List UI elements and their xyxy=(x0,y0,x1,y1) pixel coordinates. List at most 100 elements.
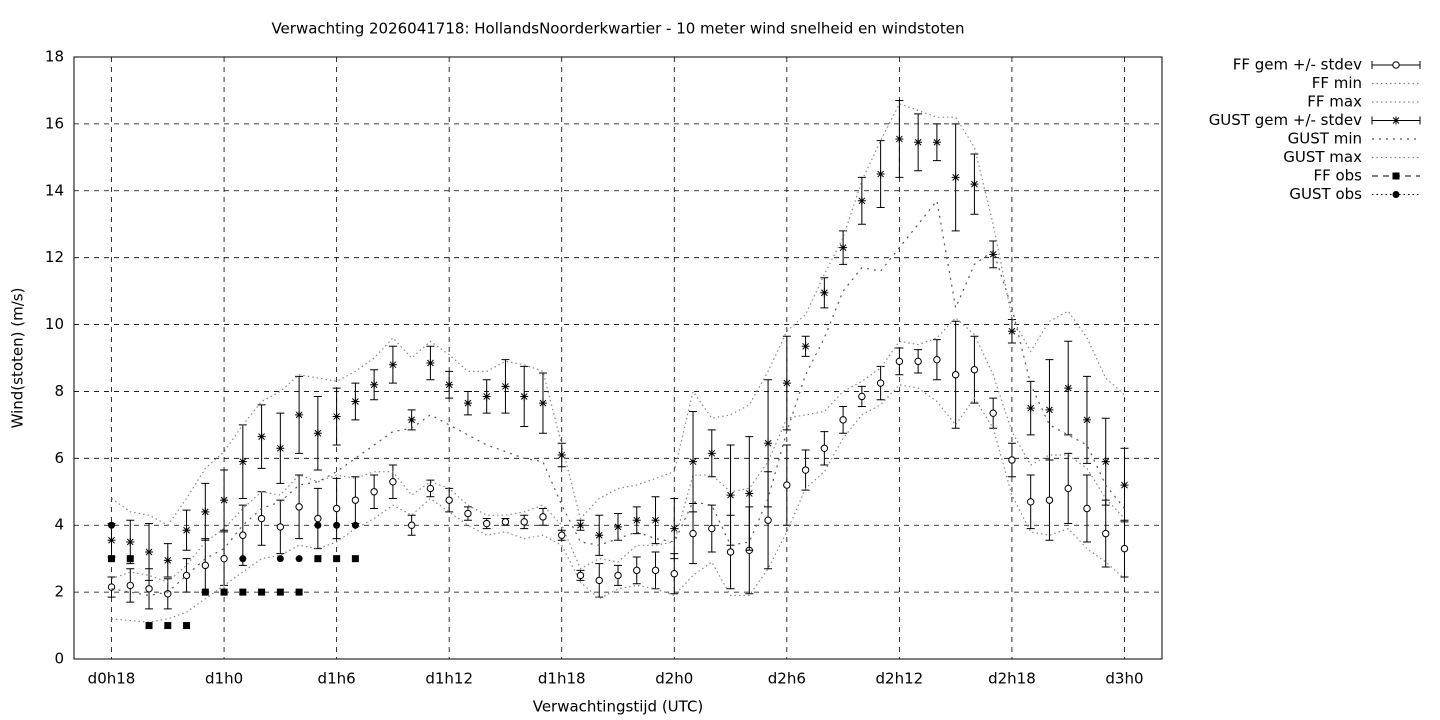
marker xyxy=(370,380,379,389)
marker xyxy=(107,536,116,545)
marker xyxy=(258,588,266,596)
marker xyxy=(539,513,547,521)
marker xyxy=(220,496,229,505)
legend-label: GUST max xyxy=(1283,148,1362,166)
marker xyxy=(876,379,885,387)
marker xyxy=(520,518,528,526)
marker xyxy=(933,355,941,364)
marker xyxy=(182,526,191,535)
marker xyxy=(445,496,453,504)
marker xyxy=(726,548,735,556)
marker xyxy=(1064,484,1072,493)
marker xyxy=(801,466,810,474)
marker xyxy=(914,138,923,147)
x-tick-label: d1h18 xyxy=(538,670,586,688)
marker xyxy=(313,429,322,438)
marker xyxy=(276,588,284,596)
line xyxy=(111,199,1125,597)
marker xyxy=(220,554,228,563)
y-tick-label: 2 xyxy=(54,583,64,601)
marker xyxy=(332,504,341,513)
marker xyxy=(1045,496,1054,504)
marker xyxy=(1392,116,1400,125)
marker xyxy=(764,439,773,448)
marker xyxy=(1026,498,1035,506)
marker xyxy=(670,570,678,578)
y-tick-label: 10 xyxy=(45,315,64,333)
marker xyxy=(220,588,228,596)
x-tick-label: d3h0 xyxy=(1105,670,1143,688)
marker xyxy=(1120,544,1129,553)
marker xyxy=(333,521,341,529)
line xyxy=(111,384,1125,623)
legend-label: FF gem +/- stdev xyxy=(1233,56,1362,74)
x-tick-label: d2h18 xyxy=(988,670,1036,688)
marker xyxy=(595,576,603,585)
marker xyxy=(183,622,191,630)
marker xyxy=(351,521,359,529)
marker xyxy=(1064,384,1073,393)
marker xyxy=(801,342,810,351)
x-tick-label: d1h12 xyxy=(425,670,473,688)
marker xyxy=(351,555,359,563)
marker xyxy=(1392,191,1400,198)
marker xyxy=(239,555,247,563)
legend-label: FF min xyxy=(1312,74,1362,92)
line xyxy=(111,103,1125,527)
marker xyxy=(388,360,397,369)
marker xyxy=(1392,172,1400,180)
legend-label: FF max xyxy=(1307,93,1362,111)
marker xyxy=(745,489,754,498)
marker xyxy=(126,555,134,563)
marker xyxy=(839,416,847,424)
marker xyxy=(426,484,435,493)
marker xyxy=(482,392,491,401)
marker xyxy=(164,590,172,598)
y-tick-label: 18 xyxy=(45,48,64,66)
marker xyxy=(1082,415,1091,424)
marker xyxy=(857,196,866,205)
marker xyxy=(201,507,210,516)
x-tick-label: d2h6 xyxy=(768,670,806,688)
marker xyxy=(239,531,247,539)
marker xyxy=(333,555,341,563)
marker xyxy=(895,357,904,366)
line xyxy=(111,317,1125,583)
marker xyxy=(726,491,735,500)
marker xyxy=(970,366,979,374)
marker xyxy=(1102,529,1110,538)
marker xyxy=(1026,404,1035,413)
marker xyxy=(783,481,791,489)
marker xyxy=(520,392,529,401)
marker xyxy=(463,399,472,408)
marker xyxy=(557,450,566,459)
marker xyxy=(989,409,997,417)
x-tick-label: d2h12 xyxy=(876,670,924,688)
marker xyxy=(295,588,303,596)
y-tick-label: 14 xyxy=(45,181,64,199)
marker xyxy=(295,410,304,419)
marker xyxy=(201,588,209,596)
marker xyxy=(276,523,285,531)
marker xyxy=(501,382,510,391)
legend-label: GUST gem +/- stdev xyxy=(1209,111,1362,129)
marker xyxy=(708,524,716,533)
marker xyxy=(1008,456,1016,464)
y-tick-label: 16 xyxy=(45,114,64,132)
x-tick-label: d1h0 xyxy=(205,670,243,688)
marker xyxy=(407,521,416,529)
marker xyxy=(614,571,622,580)
legend-label: GUST obs xyxy=(1289,185,1362,203)
marker xyxy=(407,415,416,424)
marker xyxy=(932,138,941,147)
marker xyxy=(276,555,284,563)
marker xyxy=(764,516,772,524)
marker xyxy=(126,537,135,546)
marker xyxy=(201,561,210,570)
x-tick-label: d2h0 xyxy=(655,670,693,688)
marker xyxy=(314,555,322,563)
marker xyxy=(670,524,679,533)
marker xyxy=(145,622,153,630)
marker xyxy=(276,444,285,453)
